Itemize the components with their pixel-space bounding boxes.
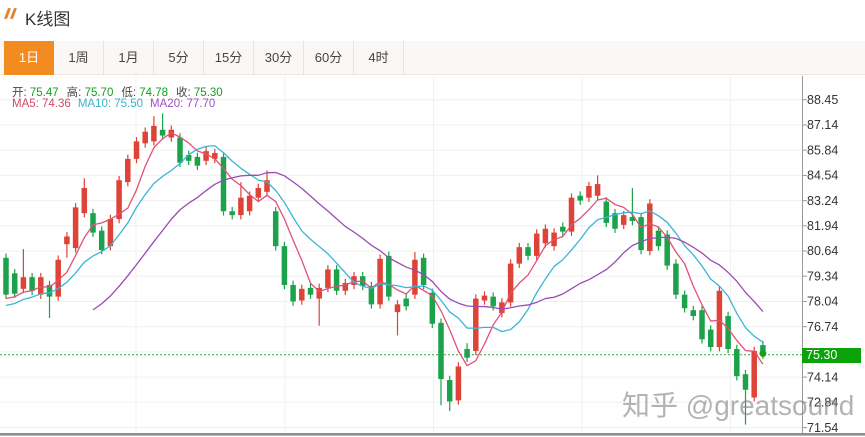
svg-text:72.84: 72.84 — [807, 396, 838, 410]
svg-text:76.74: 76.74 — [807, 320, 838, 334]
svg-text:83.24: 83.24 — [807, 194, 838, 208]
svg-text:81.94: 81.94 — [807, 219, 838, 233]
svg-text:84.54: 84.54 — [807, 169, 838, 183]
svg-text:78.04: 78.04 — [807, 295, 838, 309]
svg-text:85.84: 85.84 — [807, 143, 838, 157]
svg-text:88.45: 88.45 — [807, 93, 838, 107]
svg-text:80.64: 80.64 — [807, 244, 838, 258]
svg-text:71.54: 71.54 — [807, 421, 838, 435]
svg-text:87.14: 87.14 — [807, 118, 838, 132]
svg-text:74.14: 74.14 — [807, 370, 838, 384]
svg-text:79.34: 79.34 — [807, 269, 838, 283]
